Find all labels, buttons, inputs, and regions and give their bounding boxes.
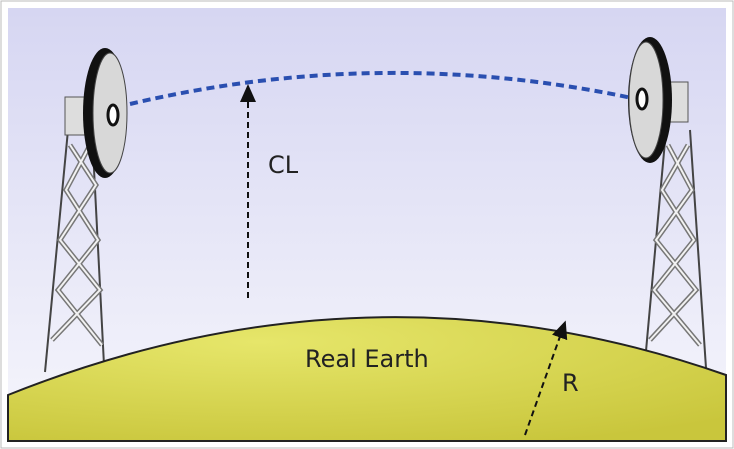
earth-label: Real Earth bbox=[305, 345, 429, 373]
radius-label: R bbox=[562, 369, 579, 397]
left-feed bbox=[108, 105, 118, 125]
right-feed bbox=[637, 89, 647, 109]
clearance-label: CL bbox=[268, 151, 299, 179]
diagram: CL Real Earth R bbox=[0, 0, 734, 449]
